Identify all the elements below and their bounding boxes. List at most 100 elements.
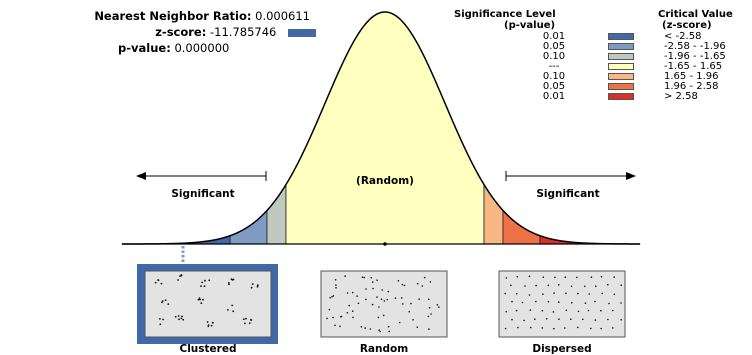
legend-pvalue: 0.05 <box>542 81 566 92</box>
point <box>601 292 603 295</box>
point <box>394 297 397 299</box>
point <box>418 298 420 300</box>
point <box>584 285 586 288</box>
legend-row: 0.01 > 2.58 <box>454 91 752 102</box>
point <box>412 319 414 321</box>
point <box>542 276 545 279</box>
point <box>340 315 343 318</box>
point <box>524 285 526 287</box>
point <box>594 319 597 321</box>
point <box>436 304 439 306</box>
point <box>423 276 426 279</box>
dispersed-point-pattern <box>504 275 622 330</box>
point <box>178 318 180 321</box>
point <box>558 301 560 303</box>
nnr-label: Nearest Neighbor Ratio: <box>94 9 252 23</box>
zscore-marker-swatch <box>288 28 316 37</box>
point <box>204 279 206 282</box>
point <box>570 318 572 321</box>
point <box>339 325 341 328</box>
legend-pvalue: 0.10 <box>542 71 566 82</box>
center-dot <box>383 242 387 246</box>
point <box>157 279 160 281</box>
legend-swatch <box>608 83 634 90</box>
point <box>511 318 513 321</box>
point <box>535 300 537 303</box>
point <box>200 302 203 305</box>
point <box>174 315 177 318</box>
point <box>167 303 170 305</box>
left-significance-arrow <box>136 171 267 181</box>
point <box>582 318 584 321</box>
point <box>620 284 622 287</box>
point <box>365 298 367 301</box>
right-significance-arrow <box>505 171 636 181</box>
point <box>228 282 230 284</box>
point <box>438 306 440 308</box>
pattern-panel-random <box>320 270 448 338</box>
point <box>210 324 213 327</box>
point <box>357 302 360 305</box>
legend-row: 0.10 1.65 - 1.96 <box>454 71 752 82</box>
point <box>381 289 384 291</box>
point <box>547 284 550 287</box>
point <box>521 301 524 304</box>
normal-curve <box>122 11 640 245</box>
point <box>363 276 366 279</box>
point <box>505 277 508 279</box>
point <box>590 327 592 330</box>
point <box>162 318 165 321</box>
point <box>326 317 328 320</box>
nnr-row: Nearest Neighbor Ratio: 0.000611 <box>0 8 310 24</box>
point <box>200 285 202 287</box>
point <box>416 326 419 329</box>
point <box>577 326 579 329</box>
point <box>378 306 380 308</box>
point <box>159 318 161 320</box>
legend-swatch <box>608 43 634 50</box>
pattern-panel-clustered <box>137 264 278 344</box>
point <box>594 300 596 303</box>
legend-zscore-range: -1.65 - 1.65 <box>664 61 723 72</box>
point <box>159 323 162 326</box>
point <box>600 309 602 312</box>
point <box>611 309 614 312</box>
point <box>242 318 245 320</box>
point <box>352 316 354 319</box>
point <box>613 293 616 296</box>
point <box>565 292 567 295</box>
point <box>201 281 204 284</box>
point <box>329 297 331 299</box>
point <box>207 324 210 326</box>
point <box>401 283 404 286</box>
legend-zscore-range: 1.65 - 1.96 <box>664 71 719 82</box>
point <box>245 317 247 320</box>
legend-row: 0.05 1.96 - 2.58 <box>454 81 752 92</box>
point <box>376 279 378 282</box>
point <box>613 276 615 278</box>
point <box>370 277 373 279</box>
panel-label-random: Random <box>359 343 409 355</box>
point <box>427 315 430 318</box>
clustered-point-pattern <box>154 274 259 328</box>
point <box>346 312 349 314</box>
point <box>558 284 560 286</box>
legend-swatch <box>608 53 634 60</box>
point <box>408 311 411 313</box>
point <box>620 302 622 304</box>
point <box>387 325 390 328</box>
point <box>181 315 184 318</box>
point <box>348 304 351 307</box>
point <box>600 327 602 330</box>
legend-zscore-range: 1.96 - 2.58 <box>664 81 719 92</box>
point <box>607 318 609 321</box>
pattern-panel-dispersed <box>498 270 626 338</box>
point <box>380 298 383 301</box>
point <box>154 281 157 284</box>
point <box>421 285 424 287</box>
point <box>232 310 235 313</box>
point <box>515 309 518 312</box>
zscore-value: -11.785746 <box>210 25 277 39</box>
legend-swatch <box>608 93 634 100</box>
